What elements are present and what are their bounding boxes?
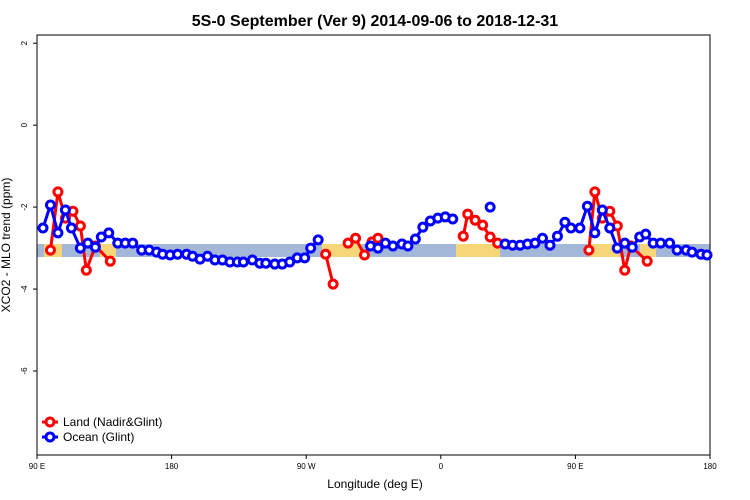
data-point: [664, 237, 676, 249]
land-band: [322, 244, 362, 257]
x-axis-label: Longitude (deg E): [327, 477, 422, 491]
data-point: [37, 222, 49, 234]
x-tick-label: 90 E: [567, 462, 583, 471]
data-point: [589, 227, 601, 239]
data-point: [409, 233, 421, 245]
data-point: [103, 227, 115, 239]
data-point: [484, 201, 496, 213]
data-point: [402, 240, 414, 252]
data-point: [686, 246, 698, 258]
data-point: [74, 242, 86, 254]
data-point: [611, 242, 623, 254]
land-band: [456, 244, 500, 257]
data-point: [65, 222, 77, 234]
data-point: [44, 244, 56, 256]
y-tick-label: -4: [20, 285, 29, 293]
data-point: [312, 234, 324, 246]
legend-label: Ocean (Glint): [63, 430, 134, 444]
legend-marker: [44, 431, 56, 443]
data-point: [701, 249, 713, 261]
data-point: [59, 204, 71, 216]
data-point: [372, 242, 384, 254]
y-tick-label: 2: [20, 40, 29, 45]
data-point: [359, 249, 371, 261]
plot-frame: [36, 34, 711, 456]
x-tick-label: 180: [165, 462, 179, 471]
data-point: [74, 220, 86, 232]
data-point: [327, 278, 339, 290]
data-point: [641, 255, 653, 267]
data-point: [89, 241, 101, 253]
data-point: [626, 241, 638, 253]
y-tick-label: 0: [20, 122, 29, 127]
legend-marker: [44, 416, 56, 428]
data-point: [342, 237, 354, 249]
data-point: [574, 222, 586, 234]
data-point: [44, 199, 56, 211]
data-point: [462, 208, 474, 220]
data-point: [447, 213, 459, 225]
data-point: [417, 221, 429, 233]
data-point: [581, 200, 593, 212]
data-point: [596, 204, 608, 216]
legend: Land (Nadir&Glint)Ocean (Glint): [42, 415, 162, 444]
data-point: [320, 248, 332, 260]
data-point: [619, 264, 631, 276]
data-point: [350, 232, 362, 244]
data-point: [372, 232, 384, 244]
data-point: [260, 257, 272, 269]
data-point: [104, 255, 116, 267]
data-point: [604, 222, 616, 234]
data-point: [536, 232, 548, 244]
chart-title: 5S-0 September (Ver 9) 2014-09-06 to 201…: [192, 13, 559, 30]
x-tick-label: 180: [703, 462, 717, 471]
data-point: [299, 252, 311, 264]
data-point: [655, 237, 667, 249]
y-tick-label: -2: [20, 203, 29, 211]
data-point: [529, 237, 541, 249]
data-point: [387, 240, 399, 252]
x-tick-label: 90 W: [297, 462, 316, 471]
data-point: [305, 242, 317, 254]
y-axis-label: XCO2 - MLO trend (ppm): [0, 178, 13, 313]
data-point: [583, 244, 595, 256]
data-point: [52, 186, 64, 198]
data-point: [544, 239, 556, 251]
data-point: [80, 264, 92, 276]
data-point: [52, 227, 64, 239]
data-point: [477, 219, 489, 231]
data-point: [589, 186, 601, 198]
data-point: [172, 248, 184, 260]
data-point: [640, 228, 652, 240]
data-point: [671, 244, 683, 256]
data-point: [565, 222, 577, 234]
y-tick-label: -6: [20, 367, 29, 375]
data-point: [457, 230, 469, 242]
data-point: [469, 214, 481, 226]
data-point: [127, 237, 139, 249]
x-tick-label: 90 E: [29, 462, 45, 471]
data-point: [237, 256, 249, 268]
data-point: [484, 231, 496, 243]
x-tick-label: 0: [439, 462, 444, 471]
data-point: [551, 230, 563, 242]
legend-label: Land (Nadir&Glint): [63, 415, 162, 429]
